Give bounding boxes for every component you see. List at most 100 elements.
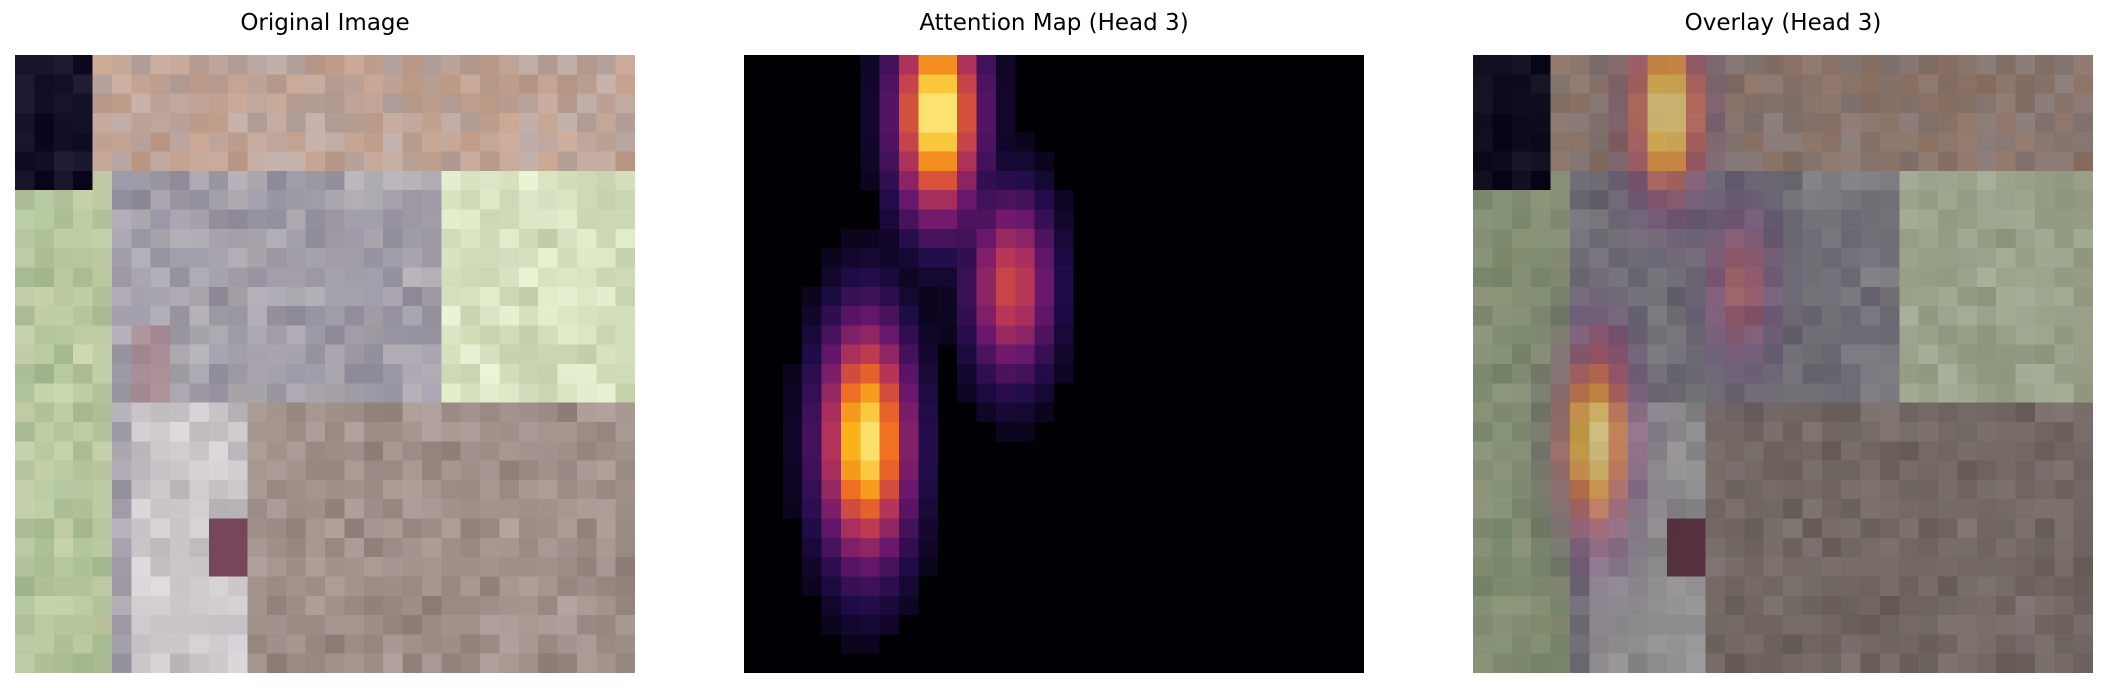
original-pixel xyxy=(228,634,249,655)
original-pixel xyxy=(460,93,481,114)
attention-pixel xyxy=(1286,190,1307,211)
overlay-pixel xyxy=(1473,93,1493,114)
original-pixel xyxy=(208,306,229,326)
original-pixel xyxy=(383,190,404,211)
original-pixel xyxy=(518,112,539,133)
attention-pixel xyxy=(918,576,939,597)
original-pixel xyxy=(53,325,74,346)
original-pixel xyxy=(208,615,229,635)
overlay-pixel xyxy=(2015,576,2036,597)
overlay-pixel xyxy=(1841,74,1862,95)
overlay-pixel xyxy=(1686,499,1707,520)
overlay-pixel xyxy=(1550,151,1571,172)
original-pixel xyxy=(73,344,94,365)
attention-pixel xyxy=(1286,460,1307,481)
original-pixel xyxy=(596,576,617,597)
overlay-pixel xyxy=(1569,557,1590,578)
overlay-pixel xyxy=(1686,267,1707,288)
original-pixel xyxy=(383,537,404,558)
original-pixel xyxy=(441,190,462,211)
overlay-pixel xyxy=(1763,112,1784,133)
overlay-pixel xyxy=(2034,286,2055,307)
original-pixel xyxy=(15,499,35,520)
original-pixel xyxy=(34,248,55,269)
overlay-pixel xyxy=(2015,170,2036,191)
overlay-pixel xyxy=(1492,209,1513,230)
original-pixel xyxy=(460,402,481,423)
attention-pixel xyxy=(1325,421,1346,442)
original-pixel xyxy=(402,170,423,191)
attention-pixel xyxy=(860,74,881,95)
attention-pixel xyxy=(821,325,842,346)
attention-pixel xyxy=(1305,537,1326,558)
overlay-pixel xyxy=(2054,499,2075,520)
original-pixel xyxy=(596,209,617,230)
attention-pixel xyxy=(744,595,764,616)
original-pixel xyxy=(34,344,55,365)
overlay-pixel xyxy=(1841,151,1862,172)
original-pixel xyxy=(421,93,442,114)
overlay-pixel xyxy=(2015,209,2036,230)
attention-pixel xyxy=(937,151,958,172)
attention-pixel xyxy=(879,402,900,423)
original-pixel xyxy=(576,209,597,230)
original-pixel xyxy=(480,112,500,133)
original-pixel xyxy=(111,595,132,616)
attention-pixel xyxy=(1112,228,1133,249)
attention-pixel xyxy=(1073,634,1094,655)
overlay-pixel xyxy=(1938,228,1958,249)
attention-pixel xyxy=(1170,537,1191,558)
overlay-pixel xyxy=(1492,286,1513,307)
original-pixel xyxy=(131,364,152,384)
attention-pixel xyxy=(1170,209,1191,230)
overlay-pixel xyxy=(1589,441,1610,462)
attention-pixel xyxy=(1344,383,1364,404)
attention-pixel xyxy=(744,344,764,365)
overlay-pixel xyxy=(2015,557,2036,578)
original-pixel xyxy=(73,190,94,211)
overlay-pixel xyxy=(2015,402,2036,423)
attention-pixel xyxy=(802,537,823,558)
overlay-pixel xyxy=(1783,499,1803,520)
overlay-pixel xyxy=(1589,74,1610,95)
original-pixel xyxy=(92,653,113,673)
original-pixel xyxy=(325,499,345,520)
overlay-pixel xyxy=(1550,112,1571,133)
attention-pixel xyxy=(957,286,978,307)
attention-pixel xyxy=(1112,634,1133,655)
overlay-pixel xyxy=(1569,55,1590,75)
attention-pixel xyxy=(918,55,939,75)
attention-pixel xyxy=(1247,441,1268,462)
original-pixel xyxy=(538,383,559,404)
attention-pixel xyxy=(1092,479,1113,500)
attention-pixel xyxy=(1170,402,1191,423)
attention-pixel xyxy=(918,74,939,95)
original-pixel xyxy=(15,421,35,442)
original-pixel xyxy=(170,479,190,500)
attention-pixel xyxy=(1131,441,1152,462)
attention-pixel xyxy=(879,441,900,462)
overlay-pixel xyxy=(2073,170,2093,191)
overlay-pixel xyxy=(1647,518,1668,539)
overlay-pixel xyxy=(1550,93,1571,114)
attention-pixel xyxy=(1092,93,1113,114)
attention-pixel xyxy=(976,267,997,288)
overlay-pixel xyxy=(1550,364,1571,384)
attention-pixel xyxy=(1305,306,1326,326)
original-pixel xyxy=(92,190,113,211)
attention-pixel xyxy=(1150,170,1171,191)
original-pixel xyxy=(460,151,481,172)
attention-pixel xyxy=(1112,499,1133,520)
original-pixel xyxy=(305,151,326,172)
original-pixel xyxy=(34,306,55,326)
attention-pixel xyxy=(899,595,919,616)
overlay-pixel xyxy=(1821,460,1842,481)
original-pixel xyxy=(92,479,113,500)
original-pixel xyxy=(421,364,442,384)
overlay-pixel xyxy=(1860,383,1881,404)
original-pixel xyxy=(131,209,152,230)
overlay-pixel xyxy=(1531,653,1552,673)
original-pixel xyxy=(615,518,635,539)
attention-pixel xyxy=(1247,653,1268,673)
attention-pixel xyxy=(821,93,842,114)
